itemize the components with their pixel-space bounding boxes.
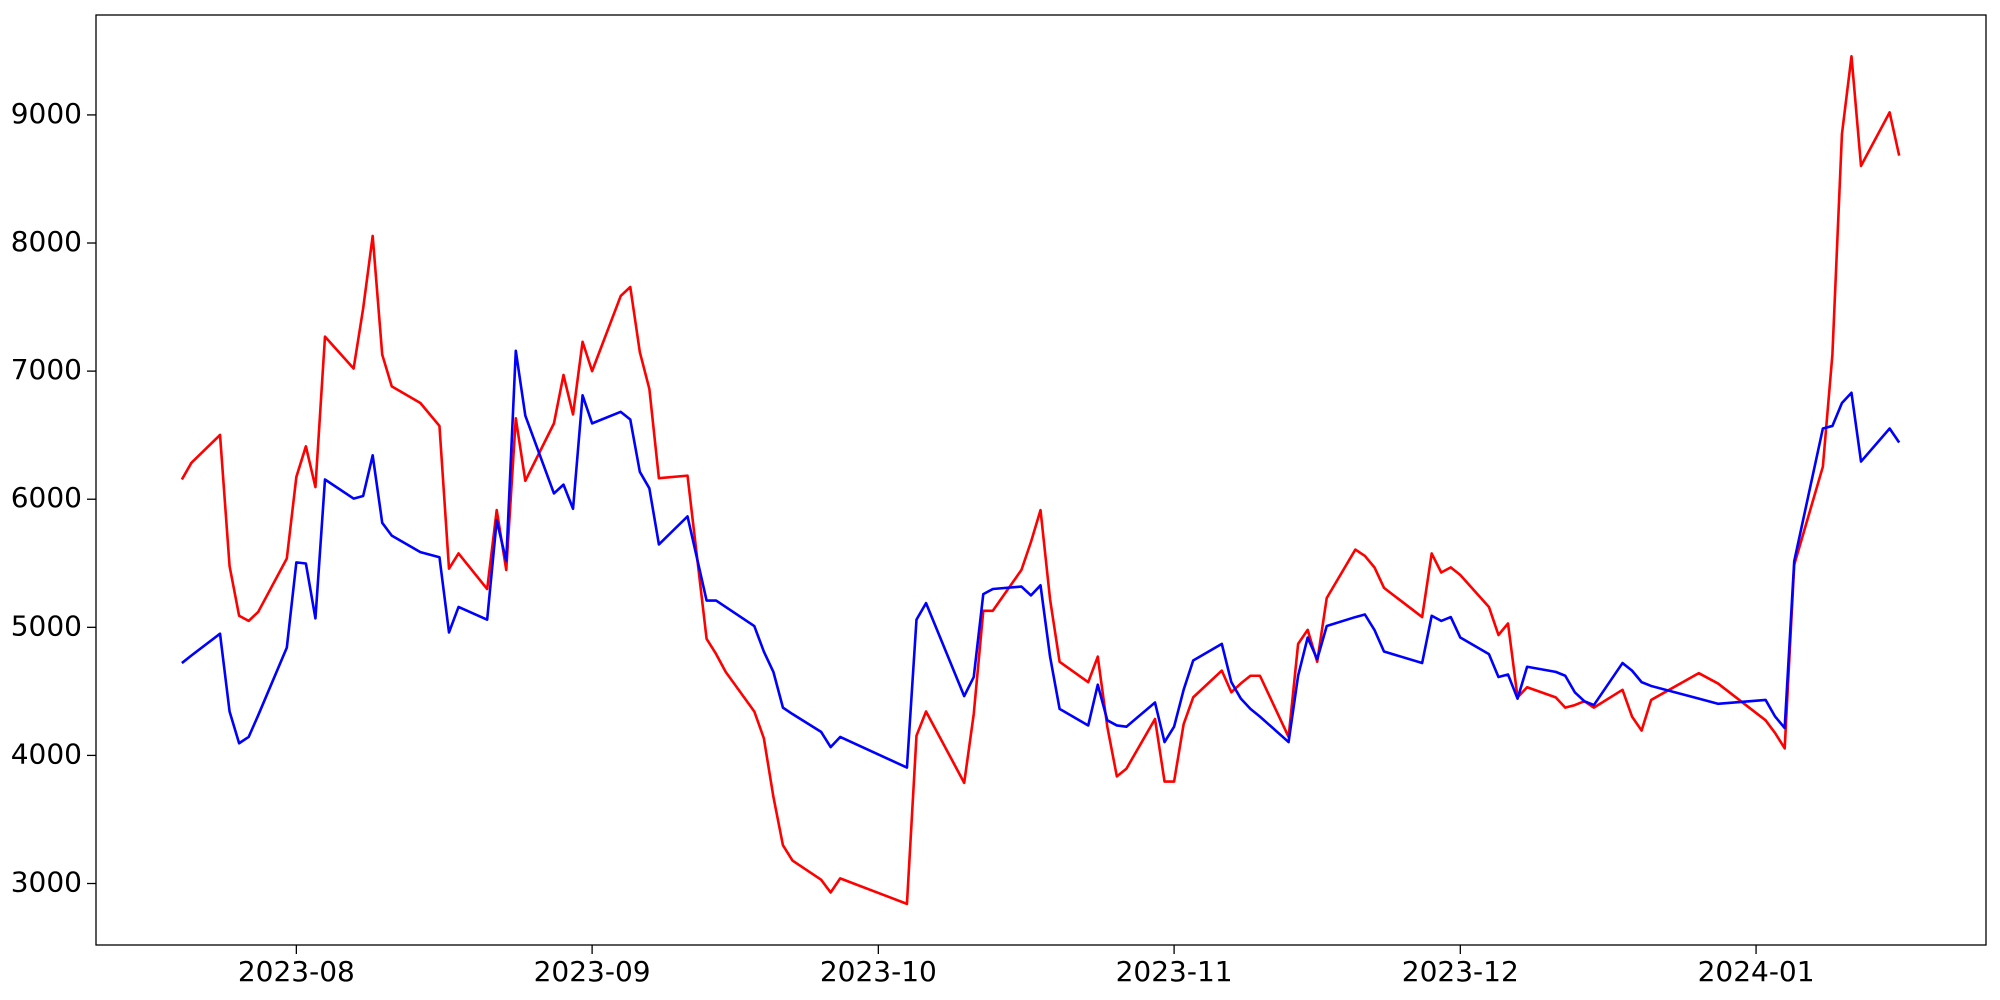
y-tick-label: 7000	[11, 353, 82, 386]
x-tick-label: 2023-08	[238, 955, 355, 988]
y-tick-label: 5000	[11, 609, 82, 642]
y-tick-label: 4000	[11, 737, 82, 770]
data-line	[180, 54, 1901, 906]
data-line	[181, 349, 1901, 769]
y-tick-label: 6000	[11, 481, 82, 514]
x-tick-label: 2024-01	[1698, 955, 1815, 988]
y-tick-label: 3000	[11, 866, 82, 899]
y-tick-label: 9000	[11, 97, 82, 130]
plot-frame	[95, 14, 1987, 946]
x-tick-label: 2023-10	[820, 955, 937, 988]
x-tick-label: 2023-09	[534, 955, 651, 988]
x-tick-label: 2023-11	[1116, 955, 1233, 988]
y-tick-label: 8000	[11, 225, 82, 258]
x-tick-label: 2023-12	[1402, 955, 1519, 988]
